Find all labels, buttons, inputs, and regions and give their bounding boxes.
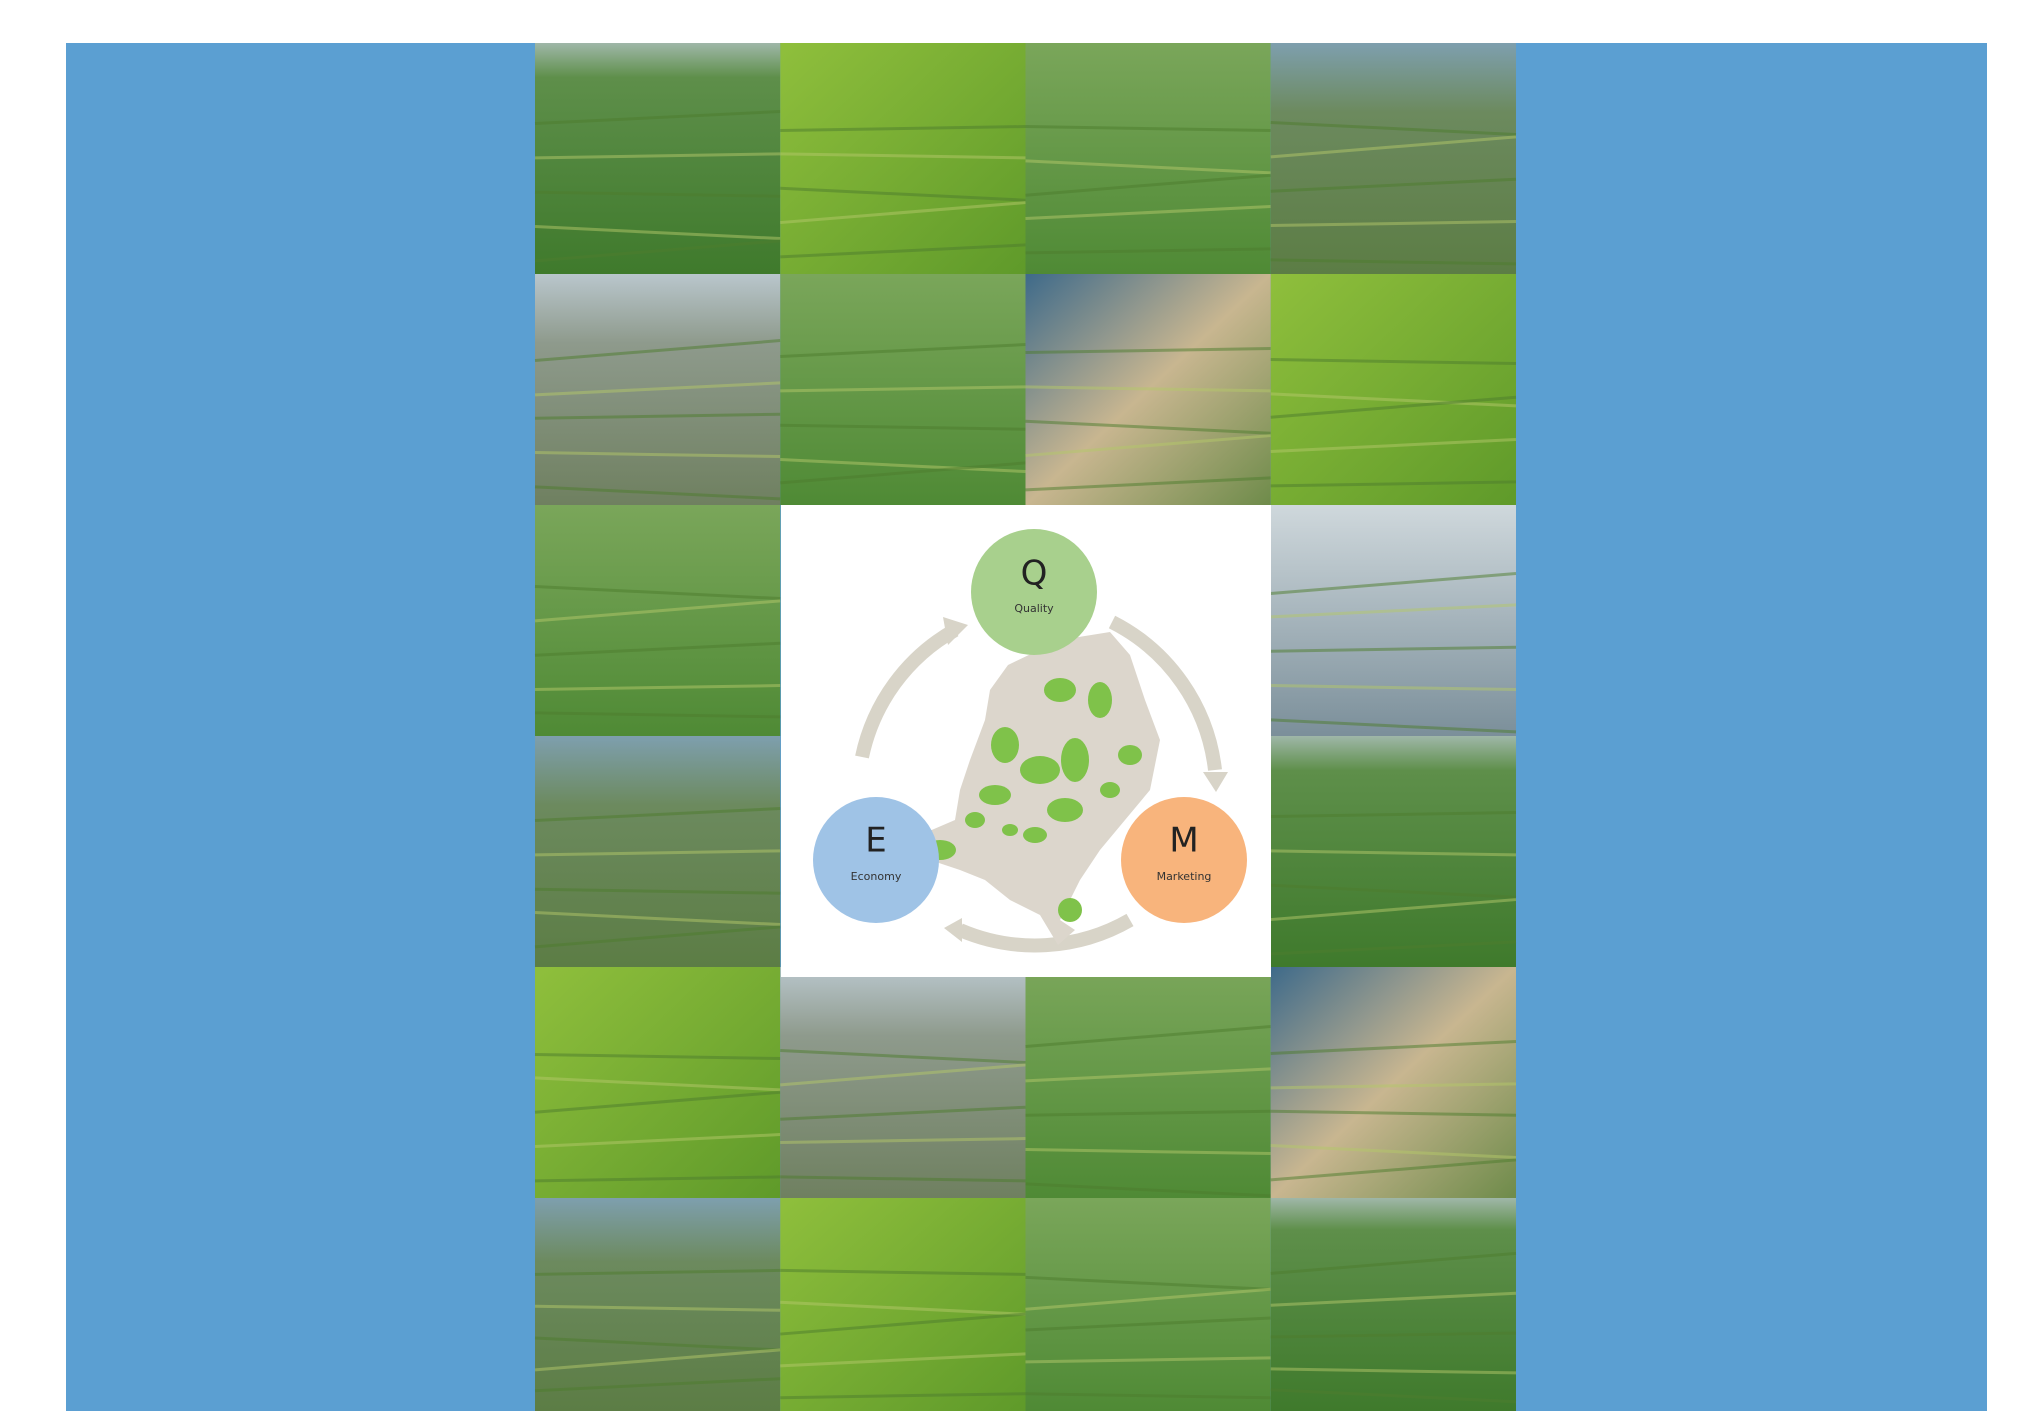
photo-tile [1271, 505, 1516, 736]
node-label: Economy [851, 870, 902, 883]
page: Q Quality E Economy M Marketing (() => {… [0, 0, 2042, 1411]
node-label: Quality [1014, 602, 1054, 615]
photo-tile [1271, 274, 1516, 505]
photo-tile [1271, 43, 1516, 274]
screenshot: Q Quality E Economy M Marketing [0, 0, 2042, 1411]
node-letter: Q [1021, 554, 1048, 594]
node-letter: E [865, 821, 886, 861]
node-letter: M [1169, 821, 1198, 861]
node-label: Marketing [1157, 870, 1212, 883]
photo-tile [1026, 967, 1271, 1198]
photo-tile [1026, 43, 1271, 274]
photo-tile [535, 505, 780, 736]
photo-tile [1026, 1198, 1271, 1411]
